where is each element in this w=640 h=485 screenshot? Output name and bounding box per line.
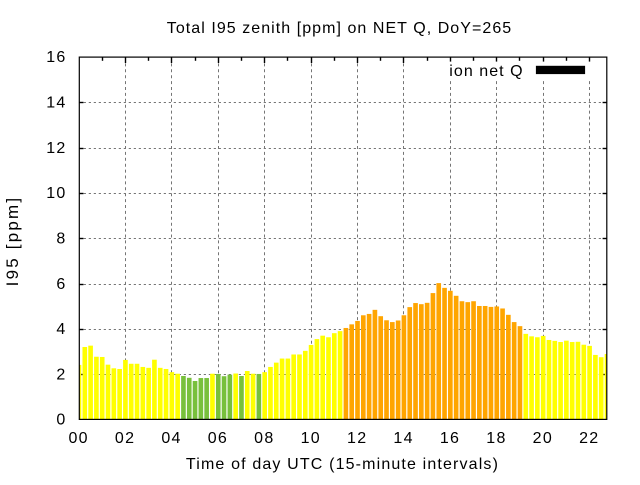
svg-text:Time of day UTC (15-minute int: Time of day UTC (15-minute intervals): [186, 456, 499, 473]
svg-text:06: 06: [208, 430, 228, 447]
svg-text:10: 10: [301, 430, 321, 447]
svg-text:20: 20: [533, 430, 553, 447]
svg-text:08: 08: [254, 430, 274, 447]
svg-text:16: 16: [440, 430, 460, 447]
svg-text:4: 4: [56, 321, 66, 338]
svg-text:04: 04: [161, 430, 181, 447]
svg-text:18: 18: [486, 430, 506, 447]
svg-text:14: 14: [393, 430, 413, 447]
svg-text:0: 0: [56, 412, 66, 429]
svg-text:12: 12: [347, 430, 367, 447]
svg-text:16: 16: [46, 49, 66, 66]
svg-text:2: 2: [56, 366, 66, 383]
svg-text:00: 00: [68, 430, 88, 447]
svg-text:ion net Q: ion net Q: [449, 63, 523, 80]
svg-text:14: 14: [46, 95, 66, 112]
svg-text:6: 6: [56, 276, 66, 293]
svg-text:8: 8: [56, 230, 66, 247]
svg-text:10: 10: [46, 185, 66, 202]
svg-text:12: 12: [46, 140, 66, 157]
svg-text:Total I95 zenith [ppm] on NET: Total I95 zenith [ppm] on NET Q, DoY=265: [167, 20, 512, 37]
svg-text:02: 02: [115, 430, 135, 447]
svg-text:22: 22: [579, 430, 599, 447]
svg-text:I95 [ppm]: I95 [ppm]: [3, 196, 22, 287]
